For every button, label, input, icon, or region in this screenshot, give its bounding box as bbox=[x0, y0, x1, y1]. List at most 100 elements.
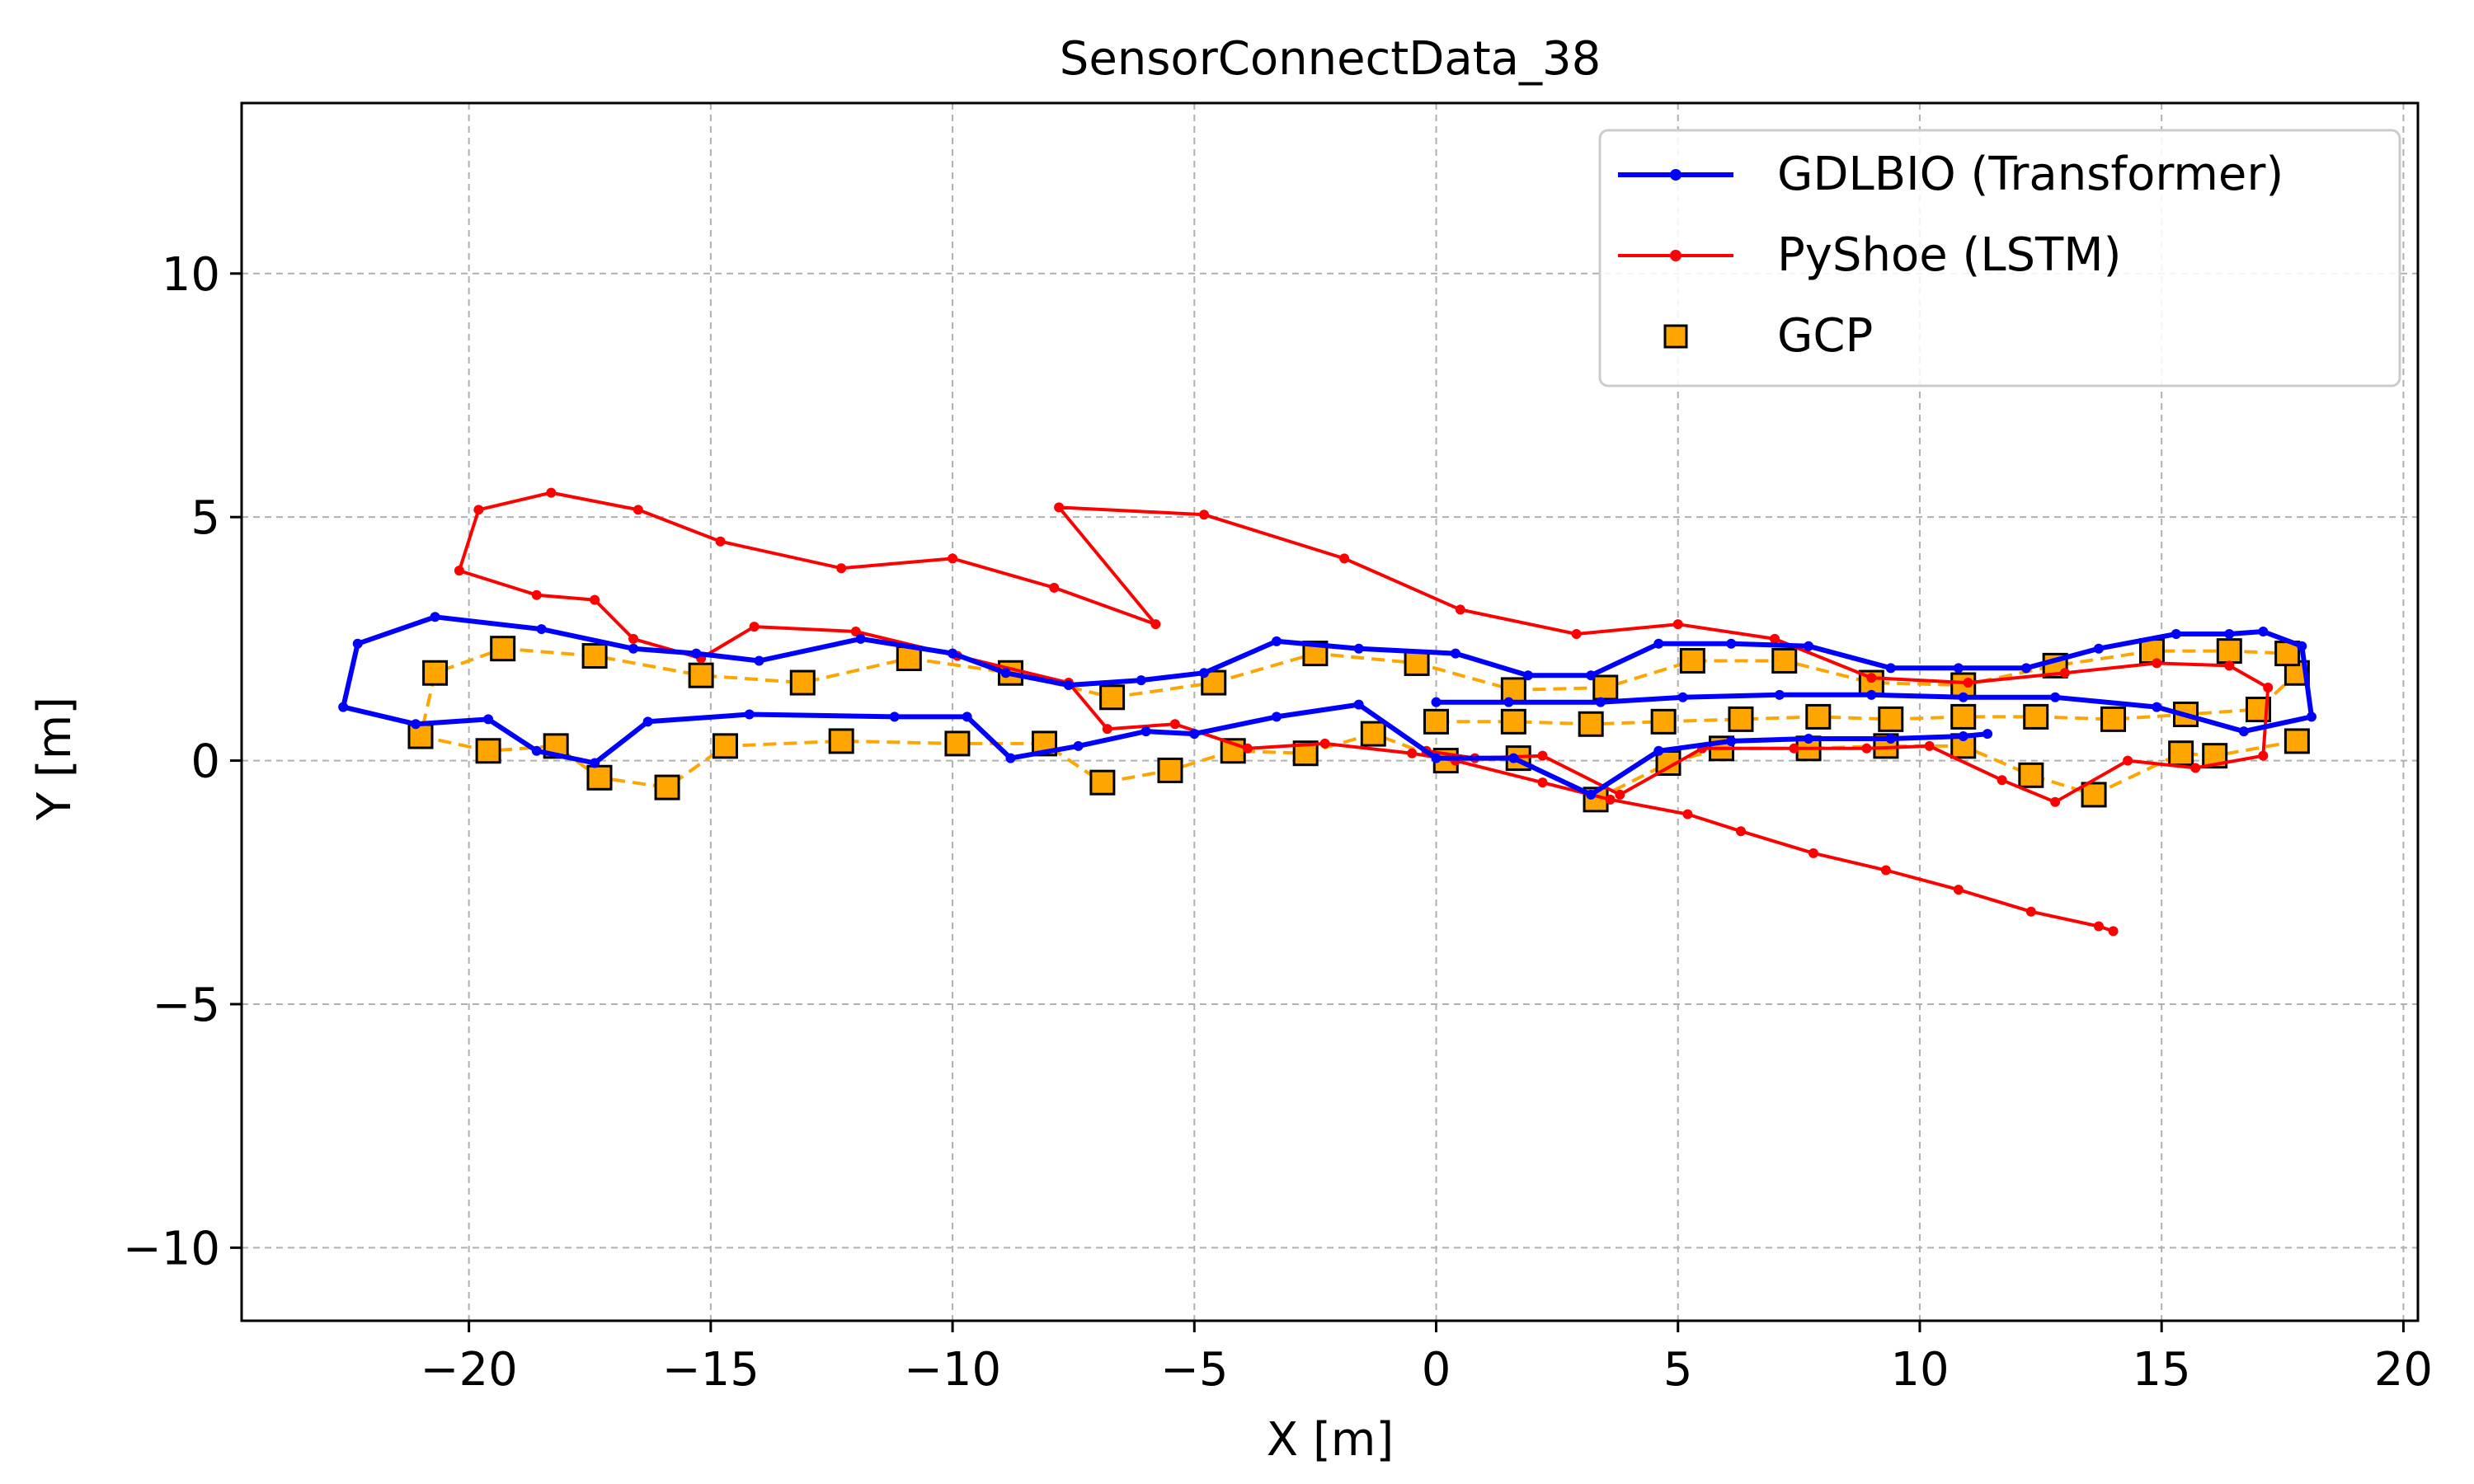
x-tick-label: 5 bbox=[1663, 1343, 1693, 1397]
grid-lines bbox=[242, 103, 2418, 1321]
gcp-point bbox=[2216, 638, 2242, 665]
x-tick-label: −5 bbox=[1160, 1343, 1229, 1397]
y-tick-label: −5 bbox=[152, 979, 220, 1032]
data-point-gdlbio bbox=[1982, 729, 1993, 740]
x-tick-label: −20 bbox=[421, 1343, 518, 1397]
data-point-pyshoe bbox=[1242, 743, 1253, 754]
data-point-pyshoe bbox=[1735, 826, 1746, 837]
gcp-point bbox=[581, 643, 608, 669]
y-tick-label: −10 bbox=[123, 1222, 220, 1275]
gcp-point bbox=[1578, 711, 1604, 737]
data-point-pyshoe bbox=[1537, 750, 1548, 761]
data-point-gdlbio bbox=[2297, 641, 2307, 651]
data-point-pyshoe bbox=[836, 563, 847, 574]
data-point-gdlbio bbox=[1804, 733, 1814, 744]
gcp-point bbox=[2018, 762, 2044, 788]
data-point-gdlbio bbox=[1804, 641, 1814, 651]
x-tick-label: −15 bbox=[662, 1343, 760, 1397]
gcp-point bbox=[2081, 782, 2107, 808]
data-point-pyshoe bbox=[2108, 926, 2119, 937]
data-point-gdlbio bbox=[948, 648, 958, 659]
data-point-gdlbio bbox=[1958, 731, 1968, 742]
data-point-pyshoe bbox=[1953, 885, 1964, 895]
data-point-pyshoe bbox=[590, 594, 600, 605]
data-point-gdlbio bbox=[754, 655, 764, 666]
data-point-pyshoe bbox=[1537, 777, 1548, 788]
data-point-gdlbio bbox=[1953, 663, 1964, 674]
data-point-pyshoe bbox=[628, 633, 639, 644]
data-point-pyshoe bbox=[1880, 865, 1891, 876]
gcp-point bbox=[1650, 708, 1677, 735]
data-point-gdlbio bbox=[1000, 668, 1011, 679]
data-point-gdlbio bbox=[744, 709, 755, 720]
data-point-gdlbio bbox=[1450, 648, 1460, 659]
data-point-gdlbio bbox=[1271, 636, 1282, 646]
data-point-pyshoe bbox=[1997, 775, 2007, 786]
data-point-gdlbio bbox=[1726, 735, 1737, 746]
gcp-point bbox=[1950, 703, 1977, 730]
gcp-point bbox=[1771, 647, 1798, 674]
data-point-pyshoe bbox=[1571, 628, 1582, 639]
y-tick-label: 5 bbox=[190, 491, 220, 545]
data-point-gdlbio bbox=[1522, 670, 1533, 681]
data-point-gdlbio bbox=[1774, 689, 1785, 700]
data-point-gdlbio bbox=[1885, 733, 1896, 744]
data-point-pyshoe bbox=[1169, 719, 1180, 730]
x-tick-label: 0 bbox=[1422, 1343, 1451, 1397]
gcp-point bbox=[1099, 684, 1126, 711]
gcp-point bbox=[1679, 647, 1705, 674]
chart-title: SensorConnectData_38 bbox=[1060, 32, 1601, 86]
data-point-gdlbio bbox=[1885, 663, 1896, 674]
gcp-point bbox=[1360, 721, 1386, 747]
data-point-gdlbio bbox=[1431, 697, 1442, 707]
x-tick-label: −10 bbox=[904, 1343, 1001, 1397]
data-point-gdlbio bbox=[1726, 638, 1737, 649]
x-tick-label: 10 bbox=[1890, 1343, 1949, 1397]
data-point-pyshoe bbox=[473, 505, 484, 515]
data-point-pyshoe bbox=[1861, 743, 1872, 754]
data-point-pyshoe bbox=[2050, 796, 2061, 807]
gcp-point bbox=[2168, 740, 2194, 767]
data-point-gdlbio bbox=[2050, 692, 2061, 702]
data-point-pyshoe bbox=[2258, 750, 2269, 761]
x-tick-label: 15 bbox=[2133, 1343, 2191, 1397]
data-point-pyshoe bbox=[454, 566, 464, 576]
data-point-gdlbio bbox=[1653, 745, 1664, 756]
data-point-pyshoe bbox=[1924, 740, 1935, 751]
x-tick-label: 20 bbox=[2374, 1343, 2433, 1397]
gcp-point bbox=[1423, 708, 1450, 735]
data-point-gdlbio bbox=[1136, 675, 1146, 686]
gcp-point bbox=[654, 774, 680, 801]
data-point-pyshoe bbox=[1054, 502, 1065, 513]
x-axis-label: X [m] bbox=[1267, 1413, 1394, 1467]
data-point-gdlbio bbox=[1271, 711, 1282, 722]
data-point-gdlbio bbox=[1866, 689, 1877, 700]
data-point-gdlbio bbox=[352, 638, 363, 649]
gcp-point bbox=[1728, 706, 1754, 732]
data-point-gdlbio bbox=[531, 745, 542, 756]
data-point-pyshoe bbox=[1789, 743, 1799, 754]
gcp-point bbox=[2100, 706, 2127, 732]
data-point-pyshoe bbox=[2190, 763, 2201, 773]
data-point-pyshoe bbox=[546, 487, 557, 498]
gcp-point bbox=[1157, 757, 1183, 783]
gcp-point bbox=[1500, 708, 1526, 735]
data-point-pyshoe bbox=[1605, 794, 1616, 805]
gcp-point bbox=[2284, 728, 2310, 754]
data-point-gdlbio bbox=[483, 714, 494, 725]
data-point-gdlbio bbox=[1063, 680, 1074, 691]
gcp-point bbox=[712, 733, 738, 759]
y-axis-ticks: −10 −5 0 5 10 bbox=[123, 248, 242, 1275]
legend: GDLBIO (Transformer) PyShoe (LSTM) GCP bbox=[1598, 129, 2401, 387]
data-point-gdlbio bbox=[642, 716, 653, 727]
data-point-gdlbio bbox=[1595, 697, 1606, 707]
data-point-gdlbio bbox=[411, 719, 421, 730]
data-point-gdlbio bbox=[1508, 753, 1519, 763]
data-point-pyshoe bbox=[1615, 789, 1625, 800]
data-point-gdlbio bbox=[1677, 692, 1688, 702]
data-point-pyshoe bbox=[1770, 633, 1780, 644]
gcp-point bbox=[422, 660, 449, 686]
data-point-gdlbio bbox=[2093, 643, 2104, 654]
data-point-gdlbio bbox=[1141, 726, 1151, 737]
data-point-pyshoe bbox=[633, 505, 643, 515]
